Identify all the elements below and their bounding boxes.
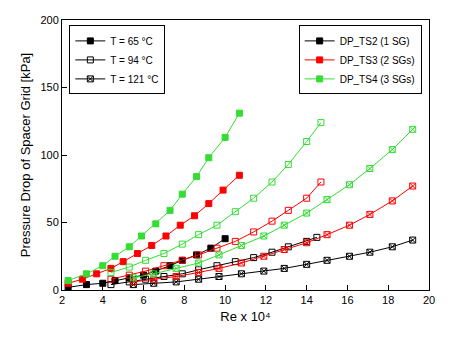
svg-text:16: 16 xyxy=(341,294,353,306)
svg-text:200: 200 xyxy=(40,14,58,26)
svg-text:10: 10 xyxy=(219,294,231,306)
svg-text:150: 150 xyxy=(40,81,58,93)
svg-text:50: 50 xyxy=(47,216,59,228)
svg-text:T = 65 °C: T = 65 °C xyxy=(110,36,152,47)
svg-text:18: 18 xyxy=(382,294,394,306)
svg-text:2: 2 xyxy=(59,294,65,306)
svg-text:T = 121 °C: T = 121 °C xyxy=(110,74,158,85)
svg-text:20: 20 xyxy=(423,294,435,306)
svg-text:12: 12 xyxy=(260,294,272,306)
svg-text:Re x 10⁴: Re x 10⁴ xyxy=(220,309,270,324)
svg-text:6: 6 xyxy=(140,294,146,306)
svg-text:0: 0 xyxy=(53,284,59,296)
svg-text:14: 14 xyxy=(301,294,313,306)
svg-text:DP_TS2 (1 SG): DP_TS2 (1 SG) xyxy=(340,36,410,47)
svg-text:4: 4 xyxy=(100,294,106,306)
svg-text:Pressure Drop of Spacer Grid [: Pressure Drop of Spacer Grid [kPa] xyxy=(18,53,33,257)
svg-text:DP_TS3 (2 SGs): DP_TS3 (2 SGs) xyxy=(340,55,415,66)
svg-text:8: 8 xyxy=(181,294,187,306)
svg-text:100: 100 xyxy=(40,149,58,161)
svg-text:T = 94 °C: T = 94 °C xyxy=(110,55,152,66)
svg-text:DP_TS4 (3 SGs): DP_TS4 (3 SGs) xyxy=(340,74,415,85)
